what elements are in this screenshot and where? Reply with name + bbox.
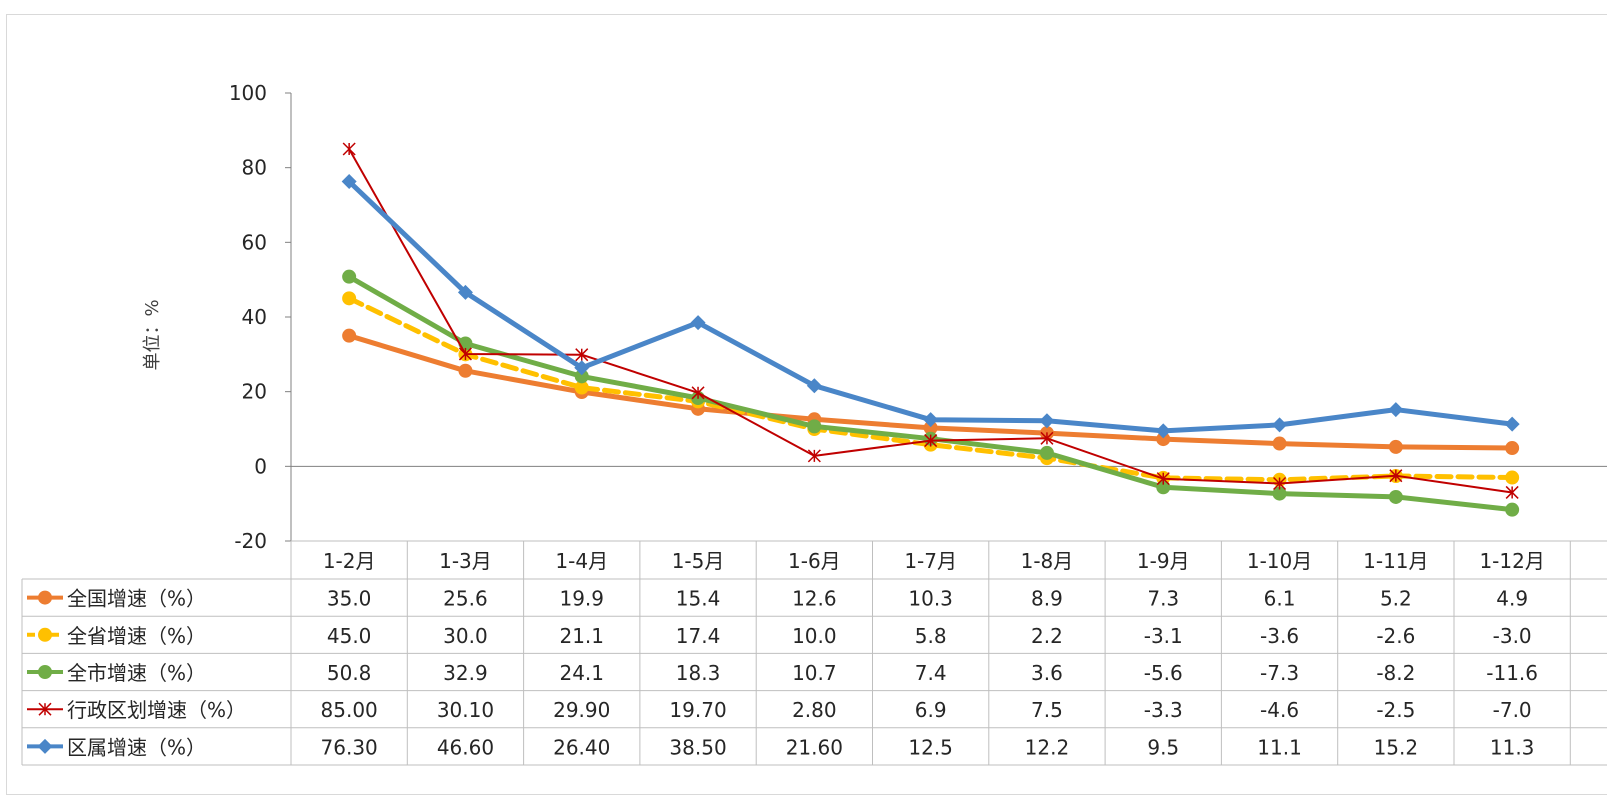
table-cell-value: 17.4 bbox=[676, 624, 721, 648]
legend-label: 全市增速（%） bbox=[67, 661, 206, 685]
table-cell-value: 4.9 bbox=[1496, 587, 1528, 611]
table-cell-value: -7.0 bbox=[1493, 698, 1532, 722]
table-cell-value: 76.30 bbox=[321, 735, 378, 759]
legend-key-marker bbox=[39, 591, 52, 604]
data-point bbox=[1389, 490, 1402, 503]
table-cell-value: 18.3 bbox=[676, 661, 721, 685]
table-cell-value: 9.5 bbox=[1147, 735, 1179, 759]
y-tick-label: 80 bbox=[242, 156, 267, 180]
table-cell-value: 29.90 bbox=[553, 698, 610, 722]
x-tick-label: 1-12月 bbox=[1479, 549, 1544, 573]
table-cell-value: 46.60 bbox=[437, 735, 494, 759]
table-cell-value: 12.2 bbox=[1025, 735, 1070, 759]
table-cell-value: 6.9 bbox=[915, 698, 947, 722]
legend-label: 行政区划增速（%） bbox=[67, 698, 246, 722]
table-cell-value: 11.3 bbox=[1490, 735, 1535, 759]
table-cell-value: 2.80 bbox=[792, 698, 837, 722]
data-point bbox=[1040, 446, 1053, 459]
table-cell-value: 15.2 bbox=[1374, 735, 1419, 759]
table-cell-value: 21.1 bbox=[559, 624, 604, 648]
table-cell-value: 7.5 bbox=[1031, 698, 1063, 722]
x-tick-label: 1-10月 bbox=[1247, 549, 1312, 573]
x-tick-label: 1-9月 bbox=[1137, 549, 1190, 573]
table-cell-value: 15.4 bbox=[676, 587, 721, 611]
table-cell-value: 19.70 bbox=[669, 698, 726, 722]
table-cell-value: 10.7 bbox=[792, 661, 837, 685]
x-tick-label: 1-7月 bbox=[904, 549, 957, 573]
table-cell-value: 32.9 bbox=[443, 661, 488, 685]
table-cell-value: -2.6 bbox=[1376, 624, 1415, 648]
table-cell-value: 5.2 bbox=[1380, 587, 1412, 611]
table-cell-value: -3.3 bbox=[1144, 698, 1183, 722]
x-tick-label: 1-8月 bbox=[1021, 549, 1074, 573]
table-cell-value: 12.6 bbox=[792, 587, 837, 611]
table-cell-value: 26.40 bbox=[553, 735, 610, 759]
table-cell-value: -3.1 bbox=[1144, 624, 1183, 648]
table-cell-value: 10.3 bbox=[908, 587, 953, 611]
table-cell-value: 7.3 bbox=[1147, 587, 1179, 611]
table-cell-value: 38.50 bbox=[669, 735, 726, 759]
data-point bbox=[343, 329, 356, 342]
x-tick-label: 1-6月 bbox=[788, 549, 841, 573]
table-cell-value: 6.1 bbox=[1264, 587, 1296, 611]
y-axis-label: 单位：% bbox=[142, 299, 163, 370]
table-cell-value: 50.8 bbox=[327, 661, 372, 685]
data-point bbox=[459, 364, 472, 377]
x-tick-label: 1-11月 bbox=[1363, 549, 1428, 573]
x-tick-label: 1-3月 bbox=[439, 549, 492, 573]
table-cell-value: 30.0 bbox=[443, 624, 488, 648]
table-cell-value: 11.1 bbox=[1257, 735, 1302, 759]
table-cell-value: -8.2 bbox=[1376, 661, 1415, 685]
data-point bbox=[1506, 503, 1519, 516]
table-cell-value: 24.1 bbox=[559, 661, 604, 685]
data-point bbox=[1389, 440, 1402, 453]
table-cell-value: -7.3 bbox=[1260, 661, 1299, 685]
y-tick-label: 20 bbox=[242, 380, 267, 404]
table-cell-value: -3.0 bbox=[1493, 624, 1532, 648]
x-tick-label: 1-5月 bbox=[672, 549, 725, 573]
y-tick-label: 0 bbox=[254, 454, 267, 478]
table-cell-value: 35.0 bbox=[327, 587, 372, 611]
table-cell-value: 7.4 bbox=[915, 661, 947, 685]
table-cell-value: -5.6 bbox=[1144, 661, 1183, 685]
legend-key-marker bbox=[39, 628, 52, 641]
data-point bbox=[343, 292, 356, 305]
data-point bbox=[1506, 442, 1519, 455]
table-cell-value: 45.0 bbox=[327, 624, 372, 648]
x-tick-label: 1-4月 bbox=[555, 549, 608, 573]
table-cell-value: 12.5 bbox=[908, 735, 953, 759]
y-tick-label: 40 bbox=[242, 305, 267, 329]
table-cell-value: 19.9 bbox=[559, 587, 604, 611]
data-point bbox=[1506, 471, 1519, 484]
table-cell-value: 85.00 bbox=[321, 698, 378, 722]
table-cell-value: -3.6 bbox=[1260, 624, 1299, 648]
table-cell-value: -4.6 bbox=[1260, 698, 1299, 722]
table-cell-value: 2.2 bbox=[1031, 624, 1063, 648]
legend-label: 区属增速（%） bbox=[67, 735, 206, 759]
data-point bbox=[1273, 437, 1286, 450]
table-cell-value: -2.5 bbox=[1376, 698, 1415, 722]
table-cell-value: 5.8 bbox=[915, 624, 947, 648]
data-point bbox=[343, 270, 356, 283]
table-cell-value: 30.10 bbox=[437, 698, 494, 722]
x-tick-label: 1-2月 bbox=[323, 549, 376, 573]
table-cell-value: 10.0 bbox=[792, 624, 837, 648]
table-cell-value: -11.6 bbox=[1486, 661, 1538, 685]
table-cell-value: 25.6 bbox=[443, 587, 488, 611]
table-cell-value: 8.9 bbox=[1031, 587, 1063, 611]
legend-label: 全省增速（%） bbox=[67, 624, 206, 648]
legend-key-marker bbox=[39, 666, 52, 679]
legend-label: 全国增速（%） bbox=[67, 587, 206, 611]
y-tick-label: 100 bbox=[229, 81, 267, 105]
data-point bbox=[808, 420, 821, 433]
table-cell-value: 3.6 bbox=[1031, 661, 1063, 685]
table-cell-value: 21.60 bbox=[786, 735, 843, 759]
y-tick-label: 60 bbox=[242, 230, 267, 254]
y-tick-label: -20 bbox=[234, 529, 267, 553]
